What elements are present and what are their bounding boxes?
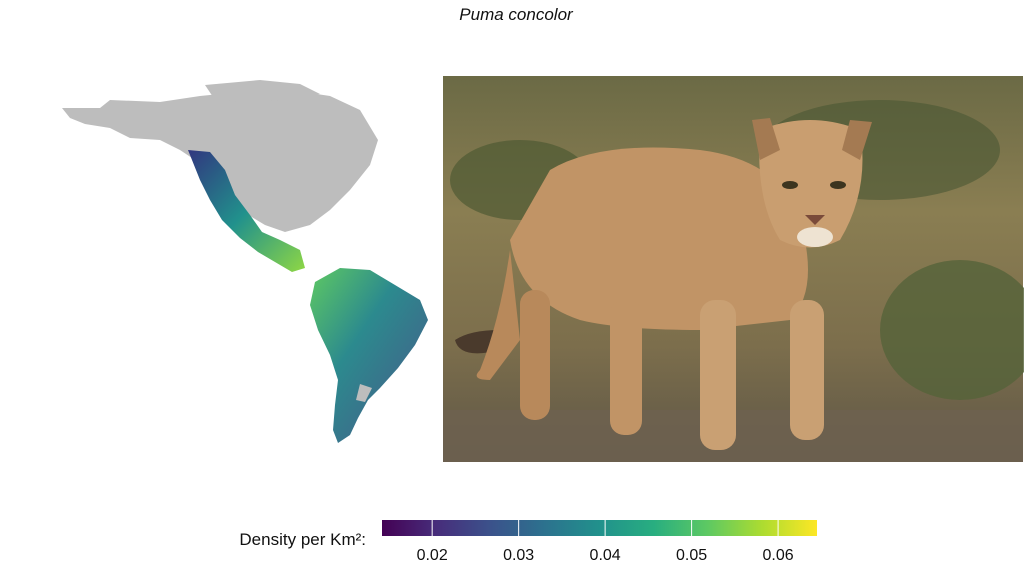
tick-label: 0.05 [676,547,707,564]
head [759,120,863,248]
tick-label: 0.03 [503,547,534,564]
leg [610,300,642,435]
eye [830,181,846,189]
leg [790,300,824,440]
arctic-islands [205,80,320,102]
colorbar-label: Density per Km²: [239,530,366,549]
leg [700,300,736,450]
ears [752,118,872,160]
title: Puma concolor [459,5,574,24]
eye [782,181,798,189]
tail-base [476,250,520,380]
south-america-absent [356,384,372,402]
bush [880,260,1024,400]
colorbar [382,520,817,536]
muzzle [797,227,833,247]
north-america-absent [62,90,378,232]
puma-photo [443,76,1024,462]
central-america-density [188,150,305,272]
leg [520,290,550,420]
range-map [62,80,428,443]
tick-label: 0.04 [590,547,621,564]
tick-label: 0.02 [417,547,448,564]
tick-label: 0.06 [763,547,794,564]
south-america-density [310,268,428,443]
body [510,147,808,330]
nose [805,215,825,225]
